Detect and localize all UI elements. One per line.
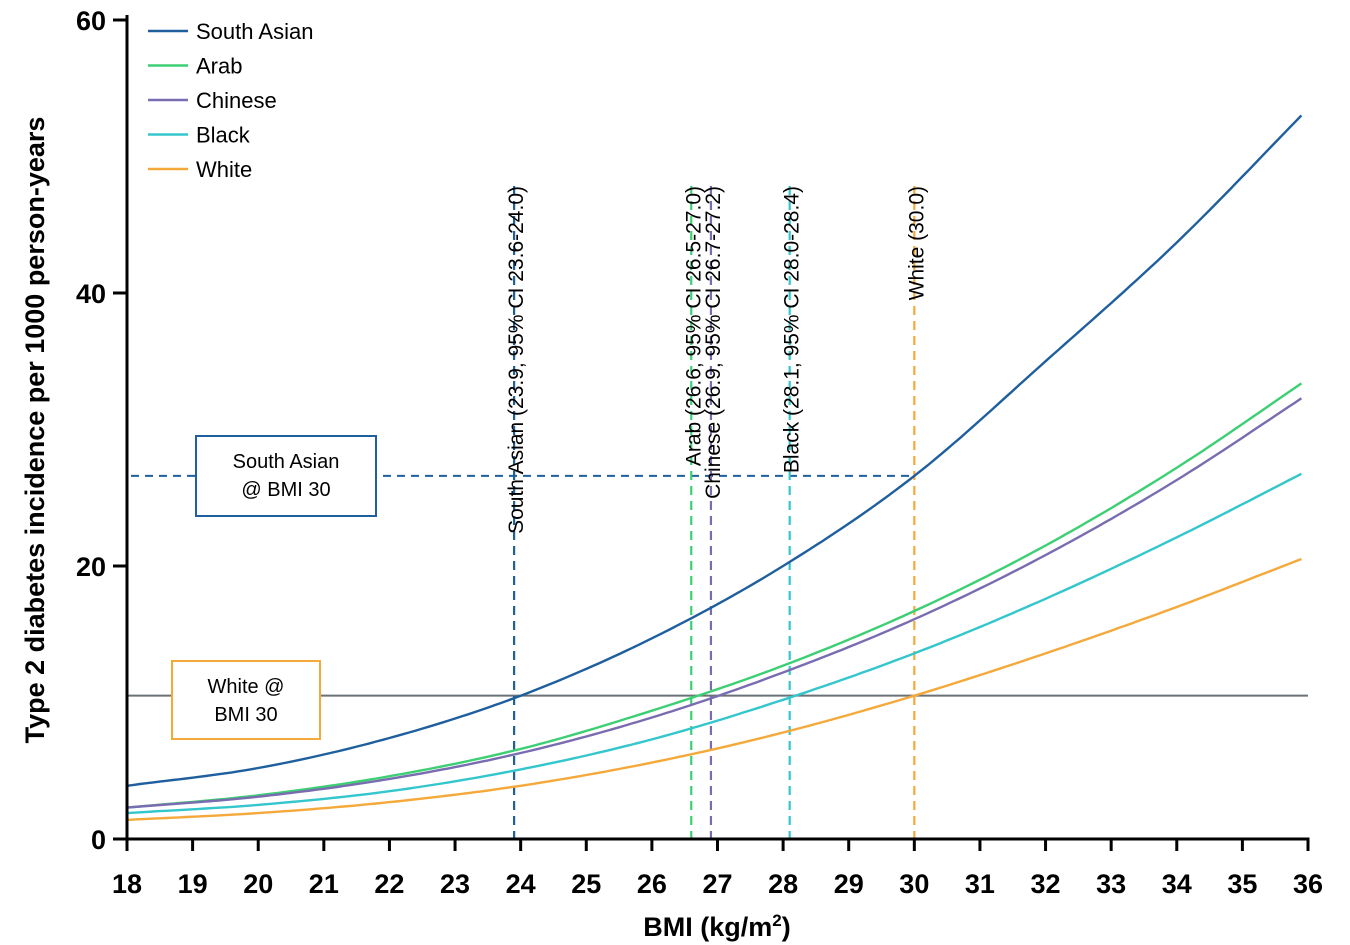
series-line-south-asian — [126, 114, 1303, 787]
cutoff-label-chinese: Chinese (26.9, 95% CI 26.7-27.2) — [702, 186, 725, 499]
x-tick-label: 25 — [571, 869, 601, 899]
y-axis-title: Type 2 diabetes incidence per 1000 perso… — [20, 117, 50, 744]
legend-label-chinese: Chinese — [196, 88, 277, 113]
axes: 18 19 20 21 22 23 24 25 26 27 28 29 30 31 32 33 34 35 36 0 2… — [76, 6, 1323, 899]
x-tick-label: 23 — [440, 869, 470, 899]
x-tick-label: 32 — [1031, 869, 1061, 899]
x-tick-label: 31 — [965, 869, 995, 899]
legend: South Asian Arab Chinese Black White — [148, 19, 313, 182]
x-tick-label: 18 — [112, 869, 142, 899]
series-line-black — [126, 472, 1302, 815]
x-tick-label: 21 — [309, 869, 339, 899]
south-asian-box-line-1: South Asian — [233, 451, 340, 473]
south-asian-box-line-2: @ BMI 30 — [241, 479, 330, 501]
legend-label-south-asian: South Asian — [196, 19, 313, 44]
white-box-line-2: BMI 30 — [214, 704, 277, 726]
x-tick-label: 26 — [637, 869, 667, 899]
annotation-boxes: South Asian @ BMI 30 White @ BMI 30 — [171, 435, 377, 740]
y-tick-label: 60 — [76, 6, 106, 36]
series-line-chinese — [126, 397, 1303, 809]
y-tick-label: 40 — [76, 279, 106, 309]
legend-label-black: Black — [196, 123, 251, 148]
cutoff-label-arab: Arab (26.6, 95% CI 26.5-27.0) — [682, 186, 705, 466]
x-tick-label: 22 — [374, 869, 404, 899]
x-tick-label: 20 — [243, 869, 273, 899]
x-tick-label: 34 — [1162, 869, 1192, 899]
legend-label-white: White — [196, 157, 252, 182]
series-lines — [126, 114, 1303, 822]
x-tick-label: 27 — [702, 869, 732, 899]
south-asian-box — [195, 435, 377, 517]
x-tick-label: 30 — [899, 869, 929, 899]
cutoff-label-black: Black (28.1, 95% CI 28.0-28.4) — [781, 186, 804, 473]
x-tick-label: 33 — [1096, 869, 1126, 899]
x-tick-label: 36 — [1293, 869, 1323, 899]
cutoff-label-south-asian: South Asian (23.9, 95% CI 23.6-24.0) — [505, 186, 528, 534]
series-line-white — [126, 557, 1302, 822]
bmi-cutoff-lines: South Asian (23.9, 95% CI 23.6-24.0) Arab… — [505, 186, 928, 839]
legend-label-arab: Arab — [196, 54, 242, 79]
cutoff-label-white: White (30.0) — [905, 186, 928, 300]
x-tick-label: 29 — [834, 869, 864, 899]
x-tick-label: 35 — [1227, 869, 1257, 899]
y-tick-label: 20 — [76, 552, 106, 582]
white-box-line-1: White @ — [208, 676, 285, 698]
x-tick-label: 24 — [506, 869, 536, 899]
series-line-arab — [126, 382, 1303, 809]
x-tick-label: 28 — [768, 869, 798, 899]
x-axis-title: BMI (kg/m2) — [643, 911, 790, 942]
white-box — [171, 660, 321, 740]
y-tick-label: 0 — [91, 825, 106, 855]
x-tick-label: 19 — [178, 869, 208, 899]
